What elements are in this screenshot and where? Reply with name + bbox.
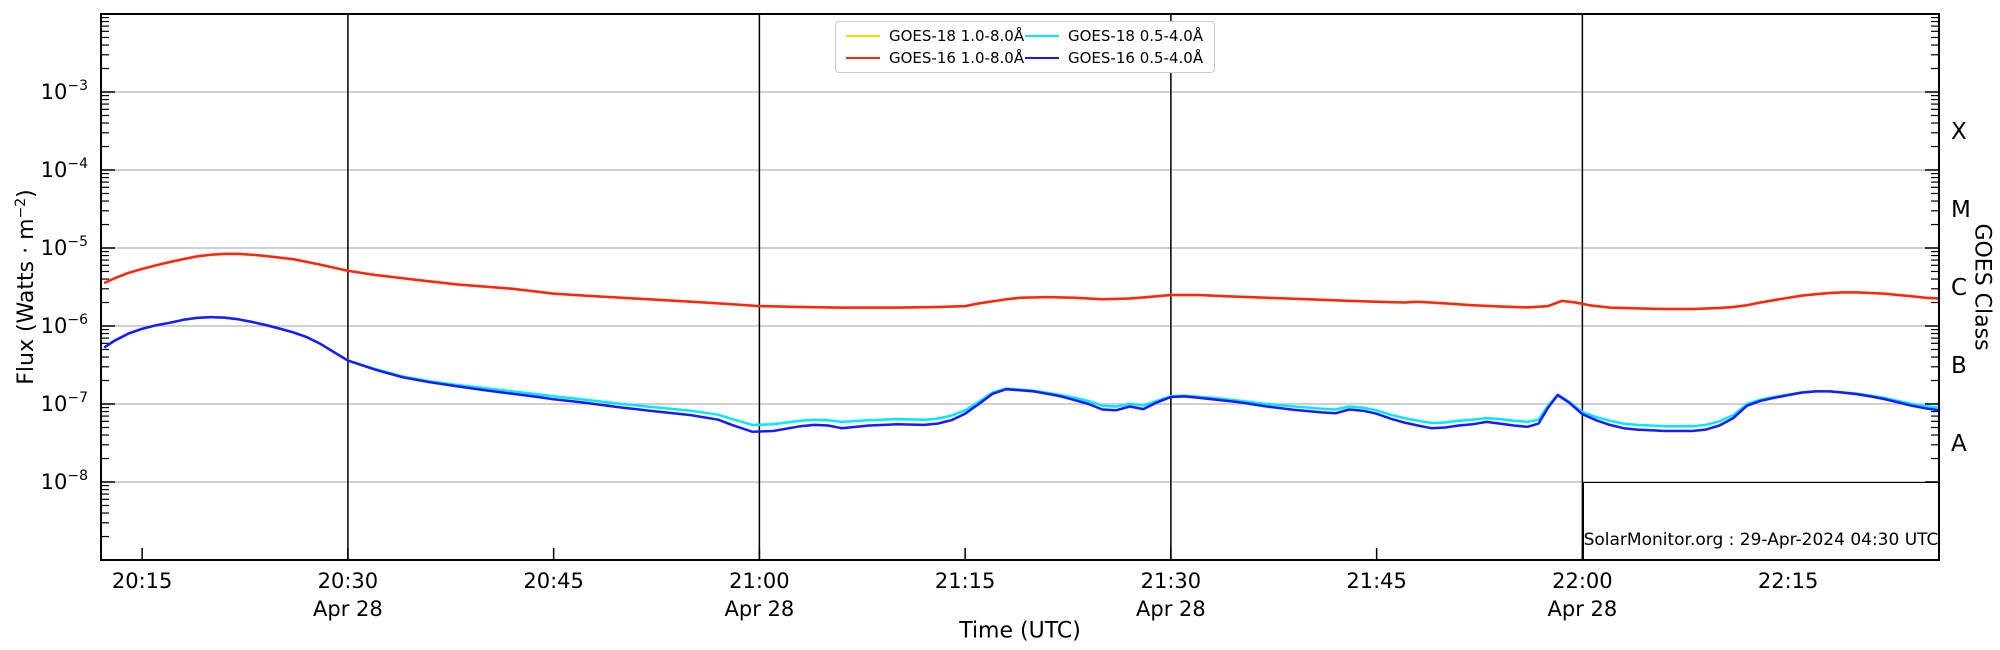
svg-text:10−6: 10−6 — [41, 312, 88, 338]
legend-item-goes18-long: GOES-18 1.0-8.0Å — [846, 25, 1025, 47]
y-gridlines — [101, 91, 1939, 483]
y-axis-title-right: GOES Class — [1969, 223, 1995, 351]
date-gridlines — [347, 14, 1584, 560]
y-axis-title-exponent: −2 — [12, 197, 29, 219]
curve-goes-16-1-0-8-0- — [103, 252, 1941, 311]
y-axis-title-text: Flux (Watts · m — [14, 218, 40, 385]
svg-text:21:45: 21:45 — [1346, 569, 1407, 593]
y-ticks — [101, 16, 1939, 538]
svg-text:Apr 28: Apr 28 — [1136, 597, 1206, 621]
svg-text:C: C — [1951, 275, 1967, 301]
svg-text:X: X — [1951, 119, 1967, 145]
svg-text:B: B — [1951, 353, 1967, 379]
y-axis-title-suffix: ) — [14, 189, 40, 198]
x-axis-title: Time (UTC) — [959, 618, 1081, 644]
svg-text:10−3: 10−3 — [41, 78, 88, 104]
legend-label: GOES-16 0.5-4.0Å — [1068, 49, 1204, 67]
svg-text:10−5: 10−5 — [41, 234, 88, 260]
svg-text:21:30: 21:30 — [1141, 569, 1202, 593]
curve-goes-16-0-5-4-0- — [103, 315, 1941, 434]
y-tick-labels: 10−3 10−4 10−5 10−6 10−7 10−8 — [41, 78, 88, 494]
legend-line-swatch-red — [846, 57, 880, 59]
svg-text:20:15: 20:15 — [112, 569, 173, 593]
legend-line-swatch-blue — [1025, 57, 1059, 59]
legend-item-goes18-short: GOES-18 0.5-4.0Å — [1025, 25, 1204, 47]
legend-item-goes16-long: GOES-16 1.0-8.0Å — [846, 47, 1025, 69]
legend-label: GOES-18 1.0-8.0Å — [889, 27, 1025, 45]
svg-text:20:45: 20:45 — [523, 569, 584, 593]
plot-border — [100, 13, 1940, 561]
svg-text:Apr 28: Apr 28 — [725, 597, 795, 621]
x-tick-labels: 20:15 20:30 Apr 28 20:45 21:00 Apr 28 21:15 21:… — [112, 569, 1819, 621]
goes-class-labels: X M C B A — [1951, 119, 1971, 457]
legend-line-swatch-cyan — [1025, 35, 1059, 37]
svg-text:A: A — [1951, 431, 1967, 457]
source-timestamp-box: SolarMonitor.org : 29-Apr-2024 04:30 UTC — [1583, 482, 1939, 560]
svg-text:Apr 28: Apr 28 — [1548, 597, 1618, 621]
legend-label: GOES-16 1.0-8.0Å — [889, 49, 1025, 67]
svg-text:22:00: 22:00 — [1552, 569, 1613, 593]
svg-text:10−8: 10−8 — [41, 468, 88, 494]
svg-text:10−7: 10−7 — [41, 390, 88, 416]
legend-line-swatch-yellow — [846, 35, 880, 37]
legend-item-goes16-short: GOES-16 0.5-4.0Å — [1025, 47, 1204, 69]
svg-text:M: M — [1951, 197, 1971, 223]
svg-text:Apr 28: Apr 28 — [313, 597, 383, 621]
curve-goes-18-1-0-8-0- — [103, 252, 1941, 311]
svg-text:10−4: 10−4 — [41, 156, 88, 182]
svg-text:20:30: 20:30 — [318, 569, 379, 593]
svg-text:21:15: 21:15 — [935, 569, 996, 593]
svg-text:21:00: 21:00 — [729, 569, 790, 593]
x-ticks — [141, 548, 1789, 560]
source-timestamp-text: SolarMonitor.org : 29-Apr-2024 04:30 UTC — [1583, 530, 1939, 550]
legend-label: GOES-18 0.5-4.0Å — [1068, 27, 1204, 45]
legend: GOES-18 1.0-8.0Å GOES-16 1.0-8.0Å GOES-1… — [835, 21, 1215, 73]
svg-text:22:15: 22:15 — [1758, 569, 1819, 593]
y-axis-title-left: Flux (Watts · m−2) — [13, 189, 39, 385]
